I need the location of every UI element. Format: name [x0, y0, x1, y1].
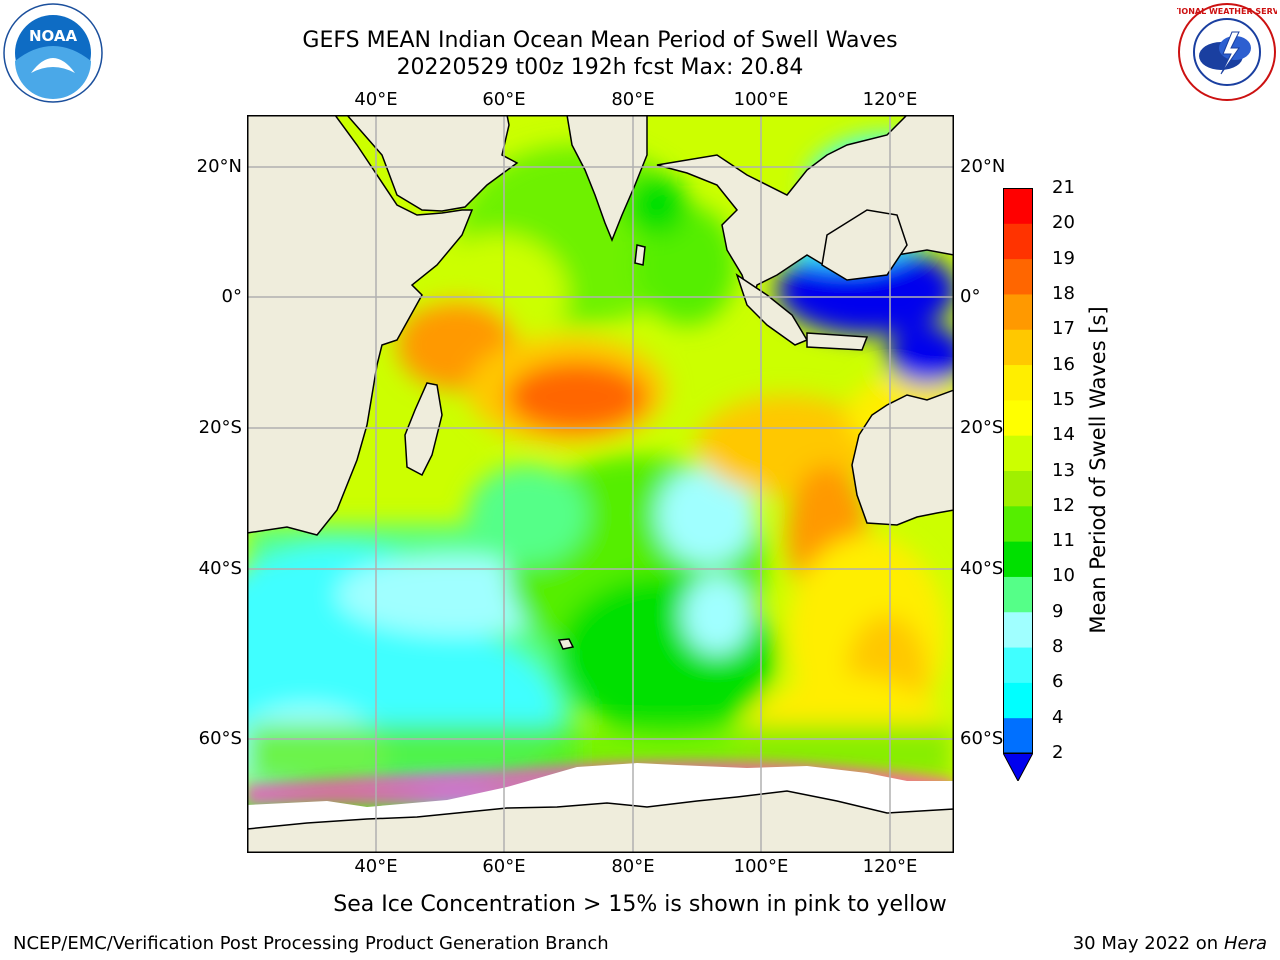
colorbar-bin-13 [1003, 435, 1033, 471]
colorbar-bin-4 [1003, 682, 1033, 719]
colorbar-label: 16 [1052, 353, 1075, 375]
noaa-logo: NOAA [3, 3, 103, 103]
colorbar-label: 19 [1052, 247, 1075, 269]
colorbar-bin-12 [1003, 470, 1033, 507]
colorbar-label: 13 [1052, 459, 1075, 481]
colorbar-label: 17 [1052, 318, 1075, 340]
lat-tick-left-4: 60°S [198, 728, 242, 749]
colorbar-label: 11 [1052, 530, 1075, 552]
noaa-logo-text: NOAA [29, 27, 78, 45]
colorbar-label: 14 [1052, 424, 1075, 446]
colorbar-bin-6 [1003, 647, 1033, 683]
colorbar-label: 10 [1052, 565, 1075, 587]
colorbar-bin-11 [1003, 505, 1033, 542]
colorbar-title: Mean Period of Swell Waves [s] [1086, 306, 1110, 634]
lon-tick-top-0: 40°E [354, 89, 398, 110]
swell-field [177, 135, 967, 865]
footer-date-text: 30 May 2022 on [1072, 933, 1219, 954]
colorbar-label: 8 [1052, 636, 1064, 658]
colorbar-bin-16 [1003, 329, 1033, 366]
lon-tick-bottom-0: 40°E [354, 856, 398, 877]
lat-tick-right-2: 20°S [960, 417, 1004, 438]
lon-tick-top-1: 60°E [482, 89, 526, 110]
colorbar-bin-2 [1003, 717, 1033, 754]
chart-title-line1: GEFS MEAN Indian Ocean Mean Period of Sw… [302, 28, 898, 53]
nws-logo-text: NATIONAL WEATHER SERVICE [1177, 7, 1277, 16]
lat-tick-left-0: 20°N [196, 156, 242, 177]
colorbar-bin-15 [1003, 364, 1033, 401]
colorbar-bin-18 [1003, 258, 1033, 295]
colorbar [1002, 188, 1034, 783]
lat-tick-left-1: 0° [221, 286, 242, 307]
lon-tick-top-2: 80°E [611, 89, 655, 110]
colorbar-extend-min [1002, 752, 1034, 783]
nws-logo: NATIONAL WEATHER SERVICE [1161, 2, 1280, 102]
lat-tick-right-0: 20°N [960, 156, 1006, 177]
footer-host: Hera [1223, 933, 1267, 954]
colorbar-label: 15 [1052, 388, 1075, 410]
colorbar-bin-9 [1003, 576, 1033, 613]
colorbar-scale [1002, 188, 1034, 783]
colorbar-label: 6 [1052, 671, 1064, 693]
map-canvas [177, 114, 967, 865]
colorbar-label: 12 [1052, 494, 1075, 516]
footer-credit: NCEP/EMC/Verification Post Processing Pr… [13, 933, 609, 954]
sea-ice-caption: Sea Ice Concentration > 15% is shown in … [333, 892, 947, 917]
colorbar-label: 18 [1052, 282, 1075, 304]
lon-tick-bottom-4: 120°E [862, 856, 918, 877]
colorbar-bin-14 [1003, 399, 1033, 436]
lon-tick-top-4: 120°E [862, 89, 918, 110]
lon-tick-bottom-1: 60°E [482, 856, 526, 877]
colorbar-bin-17 [1003, 293, 1033, 330]
colorbar-label: 4 [1052, 706, 1064, 728]
lat-tick-right-1: 0° [960, 286, 981, 307]
colorbar-bin-20 [1003, 188, 1033, 224]
colorbar-label: 20 [1052, 212, 1075, 234]
lon-tick-bottom-2: 80°E [611, 856, 655, 877]
colorbar-label: 2 [1052, 742, 1064, 763]
map-frame [177, 114, 967, 865]
colorbar-bin-19 [1003, 223, 1033, 260]
colorbar-label: 21 [1052, 177, 1075, 198]
lon-tick-top-3: 100°E [733, 89, 789, 110]
lat-tick-left-3: 40°S [198, 558, 242, 579]
footer-date: 30 May 2022 on Hera [1073, 933, 1267, 954]
colorbar-label: 9 [1052, 600, 1064, 622]
lat-tick-left-2: 20°S [198, 417, 242, 438]
colorbar-bin-10 [1003, 541, 1033, 577]
land [246, 114, 955, 650]
lat-tick-right-3: 40°S [960, 558, 1004, 579]
colorbar-bin-8 [1003, 611, 1033, 648]
lat-tick-right-4: 60°S [960, 728, 1004, 749]
chart-title-line2: 20220529 t00z 192h fcst Max: 20.84 [396, 55, 804, 80]
graticule [247, 115, 954, 853]
lon-tick-bottom-3: 100°E [733, 856, 789, 877]
